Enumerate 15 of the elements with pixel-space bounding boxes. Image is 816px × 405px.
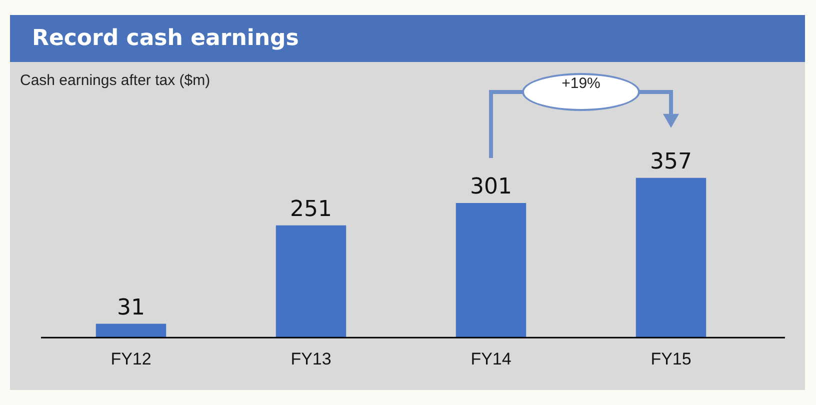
bar (96, 324, 166, 338)
x-tick-label: FY13 (290, 349, 332, 368)
bar (276, 225, 346, 338)
bar (636, 178, 706, 338)
data-label: 357 (650, 150, 692, 175)
x-tick-label: FY12 (110, 349, 152, 368)
bar (456, 202, 526, 338)
chart-subtitle: Cash earnings after tax ($m) (20, 72, 210, 89)
data-label: 251 (290, 197, 332, 222)
x-tick-label: FY14 (470, 349, 512, 368)
text: +19% (522, 73, 640, 111)
data-label: 301 (470, 174, 512, 200)
x-tick-label: FY15 (650, 349, 692, 368)
data-label: 31 (117, 295, 145, 320)
chart-title: Record cash earnings (10, 15, 805, 62)
